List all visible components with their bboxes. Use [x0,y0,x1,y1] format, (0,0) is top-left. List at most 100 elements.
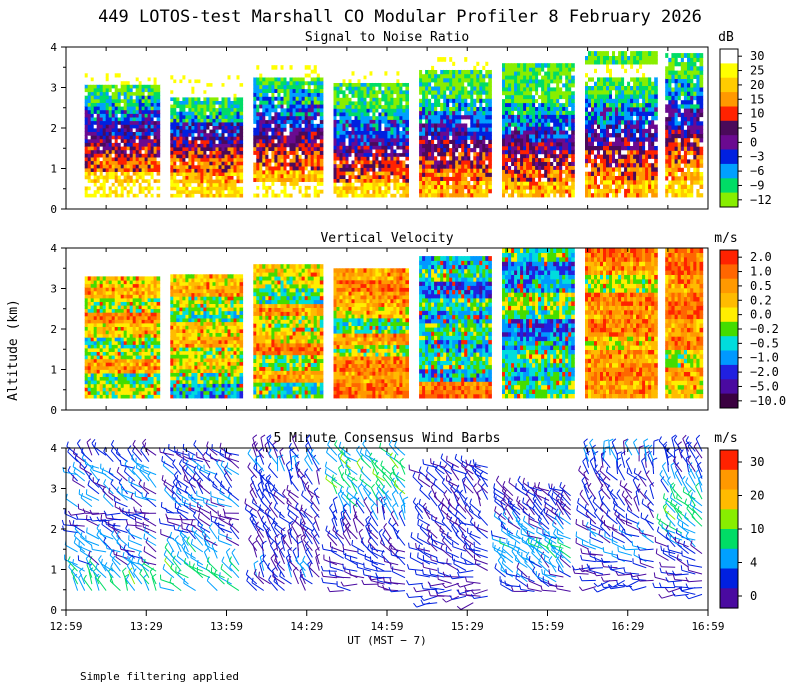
heatmap-cell [96,131,101,136]
heatmap-cell [218,111,223,116]
heatmap-cell [96,160,101,165]
heatmap-cell [292,127,297,132]
heatmap-cell [200,82,204,87]
heatmap-cell [345,171,350,176]
heatmap-cell [170,96,174,101]
heatmap-cell [132,160,137,165]
heatmap-cell [289,123,294,128]
heatmap-cell [307,146,312,151]
heatmap-cell [298,96,303,101]
heatmap-cell [402,71,406,76]
heatmap-cell [111,91,116,96]
heatmap-cell [156,149,161,154]
heatmap-cell [402,78,406,83]
heatmap-cell [470,65,474,70]
heatmap-cell [360,178,365,183]
heatmap-cell [419,143,423,149]
heatmap-cell [393,156,397,161]
heatmap-cell [473,127,477,132]
heatmap-cell [150,175,155,180]
heatmap-cell [215,129,220,134]
heatmap-cell [230,175,235,180]
heatmap-cell [150,109,155,114]
heatmap-cell [105,193,110,198]
heatmap-cell [176,132,180,137]
heatmap-cell [541,153,545,159]
heatmap-cell [215,164,220,169]
heatmap-cell [215,146,220,151]
heatmap-cell [262,158,266,163]
heatmap-cell [307,107,312,113]
heatmap-cell [396,182,400,187]
heatmap-cell [585,175,589,181]
heatmap-cell [197,179,201,184]
heatmap-cell [274,177,278,182]
heatmap-cell [310,162,315,167]
heatmap-cell [102,182,107,187]
heatmap-cell [538,157,542,162]
heatmap-cell [425,164,429,169]
heatmap-cell [467,81,471,87]
heatmap-cell [138,164,143,169]
heatmap-cell [90,109,95,114]
heatmap-cell [120,116,125,122]
heatmap-cell [357,159,362,165]
heatmap-cell [399,75,403,80]
heatmap-cell [514,169,518,174]
heatmap-cell [108,84,113,89]
heatmap-cell [265,100,269,105]
heatmap-cell [191,96,195,101]
heatmap-cell [156,142,161,147]
heatmap-cell [387,148,391,154]
heatmap-cell [467,151,471,157]
heatmap-cell [333,86,338,91]
heatmap-cell [588,166,592,172]
heatmap-cell [440,164,444,169]
heatmap-cell [236,179,241,184]
heatmap-cell [268,65,272,70]
heatmap-cell [274,142,278,148]
heatmap-cell [458,147,462,153]
heatmap-cell [230,125,235,130]
heatmap-cell [209,114,213,119]
heatmap-cell [90,171,95,176]
heatmap-cell [508,157,512,162]
heatmap-cell [372,137,376,143]
heatmap-cell [203,103,207,109]
heatmap-cell [360,159,365,165]
heatmap-cell [387,193,391,198]
heatmap-cell [541,173,545,178]
heatmap-cell [191,100,195,105]
heatmap-cell [153,73,158,78]
heatmap-cell [200,114,204,119]
heatmap-cell [114,131,119,136]
heatmap-cell [301,88,306,93]
heatmap-cell [295,115,300,121]
heatmap-cell [123,106,128,111]
heatmap-cell [541,185,545,190]
heatmap-cell [538,106,542,111]
heatmap-cell [182,157,186,162]
heatmap-cell [520,75,524,80]
heatmap-cell [111,142,116,147]
heatmap-cell [464,94,468,99]
heatmap-cell [473,168,477,173]
heatmap-cell [141,95,146,100]
heatmap-cell [357,174,362,179]
heatmap-cell [90,80,95,85]
heatmap-cell [425,65,429,70]
heatmap-cell [176,75,180,80]
heatmap-cell [369,163,374,168]
heatmap-cell [313,142,318,148]
heatmap-cell [132,87,137,93]
heatmap-cell [508,134,512,139]
heatmap-cell [553,137,557,143]
heatmap-cell [381,78,385,83]
heatmap-cell [559,141,563,147]
heatmap-cell [514,114,518,119]
heatmap-cell [280,80,285,86]
heatmap-cell [304,189,309,194]
heatmap-cell [182,150,186,155]
heatmap-cell [215,78,220,84]
heatmap-cell [197,146,201,151]
